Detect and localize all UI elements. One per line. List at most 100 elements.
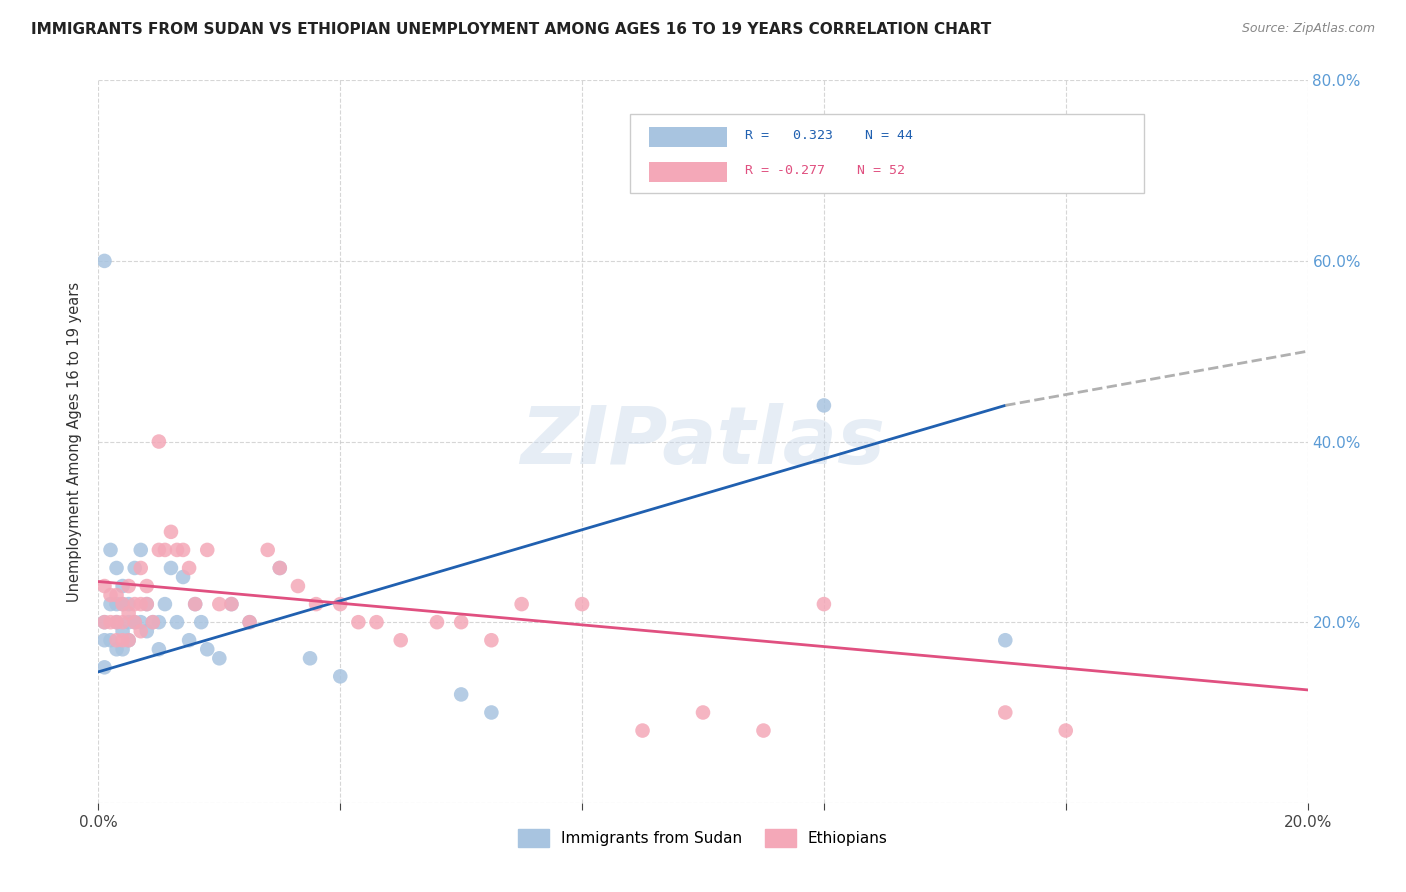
Point (1054, 723, 1077, 738)
Point (105, 615, 128, 630)
Point (93, 254, 115, 268)
Point (100, 633, 122, 648)
Point (994, 706, 1017, 720)
Point (571, 597, 593, 611)
Point (221, 597, 243, 611)
Point (111, 597, 134, 611)
Point (305, 597, 328, 611)
Point (118, 606, 141, 620)
Point (135, 597, 157, 611)
Point (190, 615, 212, 630)
Point (105, 615, 128, 630)
Point (179, 633, 201, 648)
Point (118, 597, 141, 611)
Point (160, 561, 183, 575)
Point (148, 642, 170, 657)
Point (111, 579, 134, 593)
Point (100, 615, 122, 630)
Point (129, 561, 152, 575)
Point (118, 633, 141, 648)
Point (287, 579, 309, 593)
Text: Source: ZipAtlas.com: Source: ZipAtlas.com (1241, 22, 1375, 36)
Point (129, 597, 152, 611)
Point (208, 651, 231, 665)
Point (166, 542, 188, 557)
Point (100, 597, 122, 611)
Point (195, 642, 218, 657)
Point (105, 633, 128, 648)
Point (347, 615, 370, 630)
Point (299, 651, 322, 665)
Point (481, 633, 503, 648)
Point (148, 434, 170, 449)
Point (111, 624, 134, 639)
Point (994, 633, 1017, 648)
Point (329, 597, 352, 611)
Point (124, 597, 146, 611)
Point (135, 597, 157, 611)
Point (256, 542, 278, 557)
Point (118, 633, 141, 648)
Point (142, 615, 165, 630)
Point (172, 570, 194, 584)
Point (105, 642, 128, 657)
Point (93, 633, 115, 648)
Point (269, 561, 291, 575)
Point (124, 561, 146, 575)
Point (426, 615, 449, 630)
Point (129, 624, 152, 639)
Point (172, 542, 194, 557)
Point (510, 597, 533, 611)
Point (208, 597, 231, 611)
Point (752, 723, 775, 738)
Text: ZIPatlas: ZIPatlas (520, 402, 886, 481)
Point (124, 615, 146, 630)
Point (93, 615, 115, 630)
Point (631, 723, 654, 738)
FancyBboxPatch shape (630, 113, 1144, 194)
Y-axis label: Unemployment Among Ages 16 to 19 years: Unemployment Among Ages 16 to 19 years (67, 282, 83, 601)
Point (129, 615, 152, 630)
Point (135, 579, 157, 593)
Point (329, 669, 352, 683)
Point (111, 633, 134, 648)
Point (105, 561, 128, 575)
Point (166, 615, 188, 630)
Point (366, 615, 388, 630)
Text: R = -0.277    N = 52: R = -0.277 N = 52 (745, 164, 905, 178)
Point (269, 561, 291, 575)
Point (221, 597, 243, 611)
Point (813, 398, 835, 412)
Point (692, 706, 714, 720)
Point (118, 615, 141, 630)
Point (195, 542, 218, 557)
Point (148, 615, 170, 630)
Point (129, 542, 152, 557)
Bar (648, 127, 727, 147)
Point (142, 615, 165, 630)
Point (111, 642, 134, 657)
Point (153, 597, 176, 611)
Point (450, 687, 472, 701)
Text: IMMIGRANTS FROM SUDAN VS ETHIOPIAN UNEMPLOYMENT AMONG AGES 16 TO 19 YEARS CORREL: IMMIGRANTS FROM SUDAN VS ETHIOPIAN UNEMP… (31, 22, 991, 37)
Point (481, 706, 503, 720)
Text: R =   0.323    N = 44: R = 0.323 N = 44 (745, 129, 914, 143)
Point (184, 597, 207, 611)
Point (153, 542, 176, 557)
Legend: Immigrants from Sudan, Ethiopians: Immigrants from Sudan, Ethiopians (512, 823, 894, 853)
Point (239, 615, 262, 630)
Point (93, 579, 115, 593)
Point (93, 615, 115, 630)
Point (813, 597, 835, 611)
Point (184, 597, 207, 611)
Point (105, 588, 128, 602)
Point (450, 615, 472, 630)
Point (111, 615, 134, 630)
Point (160, 524, 183, 539)
Point (105, 597, 128, 611)
Point (93, 660, 115, 674)
Point (111, 597, 134, 611)
Point (179, 561, 201, 575)
Point (124, 615, 146, 630)
Point (389, 633, 412, 648)
